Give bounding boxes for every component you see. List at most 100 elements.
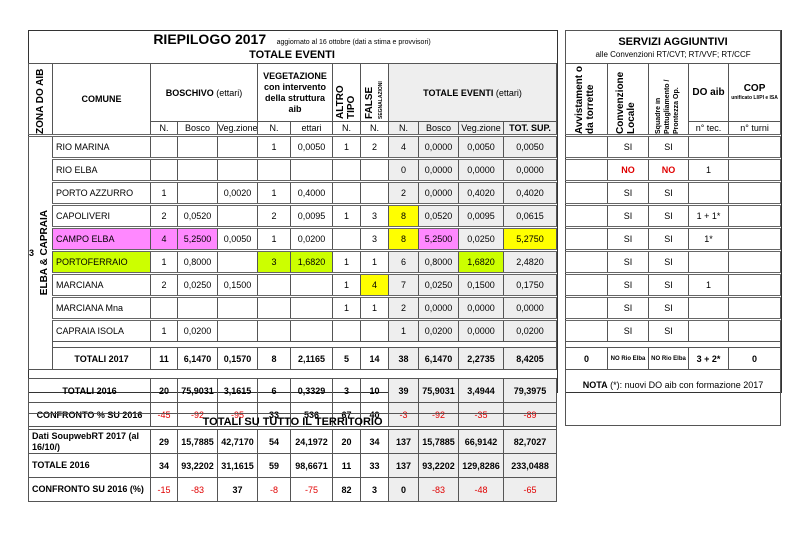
value-cell: 0,0000 <box>418 157 460 182</box>
value-cell: 0,0200 <box>177 318 218 342</box>
value-cell <box>216 203 259 228</box>
totali-2016-label: TOTALI 2016 <box>28 378 151 403</box>
servizi-cell: 1 + 1* <box>688 203 729 228</box>
value-cell: 0,0050 <box>216 226 259 251</box>
value-cell: 0,8000 <box>418 249 460 274</box>
territorio-value: 0 <box>388 477 419 502</box>
servizi-cell <box>727 157 782 182</box>
servizi-cell: SI <box>607 249 649 274</box>
territorio-value: -75 <box>290 477 333 502</box>
totali-2017-label: TOTALI 2017 <box>52 347 151 370</box>
servizi-cell: SI <box>648 203 689 228</box>
totali-2016-value: 0,3329 <box>290 378 334 403</box>
value-cell <box>177 157 218 182</box>
value-cell: 1 <box>332 134 362 159</box>
value-cell: 0,0000 <box>503 295 558 320</box>
value-cell: 0,0000 <box>418 134 460 159</box>
totali-2016-value: 75,9031 <box>177 378 218 403</box>
header-zona: ZONA DO AIB <box>28 63 53 136</box>
territorio-value: 137 <box>388 429 419 454</box>
value-cell <box>290 272 334 297</box>
territorio-value: 129,8286 <box>458 453 504 478</box>
totali-2016-value: 10 <box>360 378 390 403</box>
totali-2017-value: 2,1165 <box>290 347 334 370</box>
comune-cell: RIO ELBA <box>52 157 151 182</box>
territorio-label: Dati SoupwebRT 2017 (al 16/10/) <box>28 429 151 454</box>
servizi-cell: SI <box>607 180 649 205</box>
value-cell <box>216 295 259 320</box>
header-do-aib: DO aib <box>688 63 729 122</box>
value-cell: 0,0615 <box>503 203 558 228</box>
value-cell: 5,2500 <box>177 226 218 251</box>
value-cell <box>216 134 259 159</box>
servizi-cell: SI <box>648 226 689 251</box>
territorio-value: -65 <box>502 477 558 502</box>
territorio-value: -48 <box>458 477 504 502</box>
totali-2016-value: 6 <box>257 378 292 403</box>
value-cell: 0,0000 <box>458 295 505 320</box>
subheader-cell: Bosco <box>418 121 460 136</box>
territorio-value: 34 <box>360 429 389 454</box>
territorio-row: CONFRONTO SU 2016 (%) -15 -83 37 -8 -75 82 3 0 -8… <box>28 477 558 502</box>
value-cell <box>257 318 292 342</box>
comune-cell: MARCIANA Mna <box>52 295 151 320</box>
value-cell <box>332 157 362 182</box>
value-cell: 1 <box>257 180 292 205</box>
value-cell: 0,4020 <box>503 180 558 205</box>
servizi-cell <box>727 180 782 205</box>
totali-2016-value: 3,4944 <box>458 378 505 403</box>
servizi-total: 0 <box>565 347 608 370</box>
value-cell: 0,0050 <box>458 134 505 159</box>
zona-number: 3 <box>29 248 35 258</box>
zona-name: ELBA & CAPRAIA <box>38 210 50 296</box>
servizi-cell <box>688 134 729 159</box>
servizi-table: SERVIZI AGGIUNTIVI alle Convenzioni RT/CV… <box>564 30 782 426</box>
header-boschivo: BOSCHIVO (ettari) <box>149 63 259 122</box>
value-cell <box>360 157 390 182</box>
table-row: CAPOLIVERI 2 0,0520 2 0,0095 1 3 8 0,0520 0,0095 0… <box>29 203 558 228</box>
servizi-cell <box>688 249 729 274</box>
servizi-cell <box>565 318 608 342</box>
territorio-value: -83 <box>177 477 218 502</box>
value-cell: 1 <box>388 318 420 342</box>
value-cell: 0,0520 <box>418 203 460 228</box>
territorio-value: 24,1972 <box>290 429 333 454</box>
header-convenzione: Convenzione Locale <box>607 63 649 136</box>
value-cell: 0,0095 <box>458 203 505 228</box>
value-cell: 0,0050 <box>290 134 334 159</box>
territorio-value: 233,0488 <box>502 453 558 478</box>
value-cell <box>216 249 259 274</box>
servizi-cell <box>688 180 729 205</box>
value-cell <box>332 318 362 342</box>
value-cell <box>290 318 334 342</box>
servizi-cell: SI <box>607 203 649 228</box>
territorio-value: 82,7027 <box>502 429 558 454</box>
totali-2016-value: 3 <box>332 378 362 403</box>
header-false: FALSE SEGNALAZIONI <box>360 63 390 122</box>
header-squadre: Squadre in Pattugliamento / Prontezza Op… <box>648 63 689 136</box>
title-block: RIEPILOGO 2017 aggiornato al 16 ottobre … <box>28 31 556 51</box>
territorio-value: 82 <box>332 477 361 502</box>
table-row: RIO ELBA 0 0,0000 0,0000 0,0000 <box>29 157 558 182</box>
table-row: MARCIANA Mna 1 1 2 0,0000 0,0000 0,0000 <box>29 295 558 320</box>
territorio-value: 42,7170 <box>217 429 258 454</box>
value-cell: 5,2750 <box>503 226 558 251</box>
subheader-cell: TOT. SUP. <box>503 121 558 136</box>
value-cell: 2 <box>257 203 292 228</box>
servizi-cell: SI <box>607 134 649 159</box>
value-cell: 1,6820 <box>290 249 334 274</box>
value-cell: 2,4820 <box>503 249 558 274</box>
comune-cell: PORTOFERRAIO <box>52 249 151 274</box>
servizi-cell <box>727 295 782 320</box>
totali-2017-value: 38 <box>388 347 420 370</box>
value-cell: 1 <box>332 203 362 228</box>
territorio-value: 93,2202 <box>418 453 459 478</box>
value-cell: 1 <box>257 226 292 251</box>
header-comune: COMUNE <box>52 63 151 136</box>
servizi-row: NO NO 1 <box>565 157 782 182</box>
value-cell: 2 <box>388 180 420 205</box>
servizi-total: NO Rio Elba <box>648 347 689 370</box>
comune-cell: CAPOLIVERI <box>52 203 151 228</box>
value-cell: 0,0000 <box>458 157 505 182</box>
value-cell <box>150 134 178 159</box>
